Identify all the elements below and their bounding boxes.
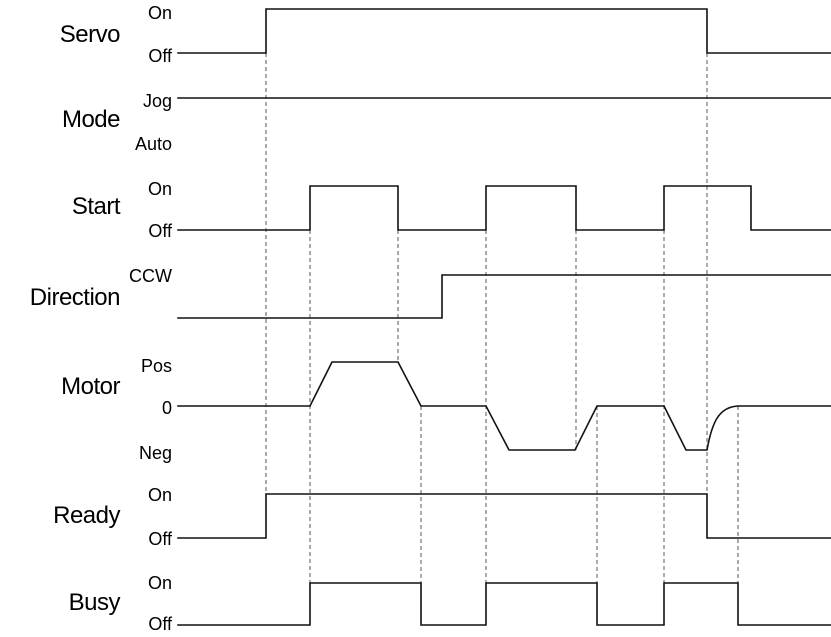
start-waveform [177, 185, 831, 231]
servo-waveform [177, 8, 831, 54]
level-label-mode-jog: Jog [142, 91, 172, 111]
level-label-servo-on: On [147, 3, 172, 23]
signal-name-busy: Busy [68, 589, 121, 616]
busy-waveform [177, 582, 831, 626]
level-label-ready-on: On [147, 485, 172, 505]
level-label-motor-pos: Pos [140, 356, 172, 376]
level-label-mode-auto: Auto [134, 134, 172, 154]
level-label-busy-off: Off [148, 614, 172, 634]
level-label-ready-off: Off [148, 529, 172, 549]
signal-name-servo: Servo [59, 21, 121, 48]
level-label-start-off: Off [148, 221, 172, 241]
ready-waveform [177, 493, 831, 539]
level-label-motor-0: 0 [161, 398, 172, 418]
level-label-servo-off: Off [148, 46, 172, 66]
level-label-direction-ccw: CCW [129, 266, 172, 286]
signal-name-start: Start [71, 193, 121, 220]
motor-waveform [177, 361, 831, 451]
signal-name-direction: Direction [29, 284, 121, 311]
signal-name-motor: Motor [61, 373, 120, 400]
level-label-busy-on: On [147, 573, 172, 593]
level-label-start-on: On [147, 179, 172, 199]
signal-name-ready: Ready [53, 502, 120, 529]
direction-waveform [177, 274, 831, 319]
signal-name-mode: Mode [61, 106, 121, 133]
level-label-motor-neg: Neg [138, 443, 172, 463]
